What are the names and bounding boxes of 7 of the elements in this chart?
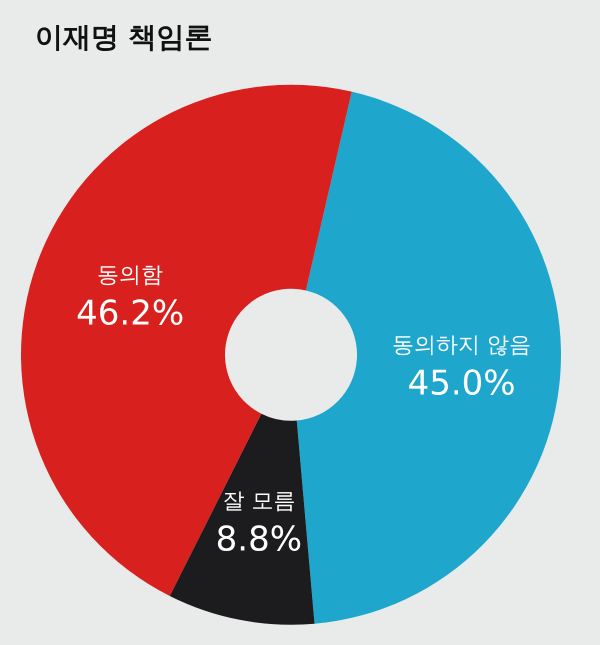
chart-title: 이재명 책임론 — [35, 20, 213, 54]
slice-label: 잘 모름 — [222, 489, 296, 514]
slice-label: 동의하지 않음 — [392, 333, 532, 358]
slice-label: 동의함 — [97, 263, 164, 288]
data-label: 45.0% — [408, 364, 516, 404]
data-label: 8.8% — [216, 520, 302, 560]
data-label: 46.2% — [76, 294, 184, 334]
